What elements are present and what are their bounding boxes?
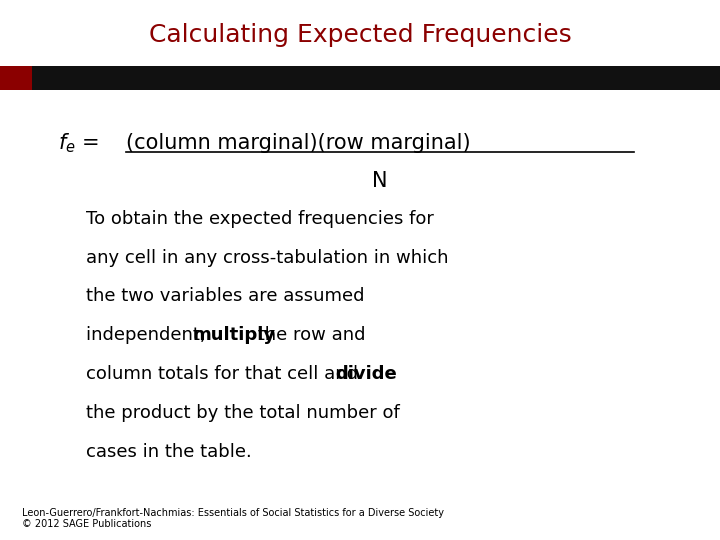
Text: independent,: independent,	[86, 326, 212, 345]
Text: N: N	[372, 171, 387, 191]
Text: divide: divide	[336, 365, 397, 383]
Text: the two variables are assumed: the two variables are assumed	[86, 287, 365, 306]
Text: Calculating Expected Frequencies: Calculating Expected Frequencies	[148, 23, 572, 47]
Bar	[32, 66, 720, 90]
Text: cases in the table.: cases in the table.	[86, 443, 252, 461]
Text: the row and: the row and	[252, 326, 366, 345]
Text: $f_e$ =: $f_e$ =	[58, 131, 101, 155]
Text: multiply: multiply	[193, 326, 276, 345]
Text: To obtain the expected frequencies for: To obtain the expected frequencies for	[86, 210, 434, 228]
Text: the product by the total number of: the product by the total number of	[86, 404, 400, 422]
Text: Leon-Guerrero/Frankfort-Nachmias: Essentials of Social Statistics for a Diverse : Leon-Guerrero/Frankfort-Nachmias: Essent…	[22, 508, 444, 529]
Text: any cell in any cross-tabulation in which: any cell in any cross-tabulation in whic…	[86, 248, 449, 267]
Text: (column marginal)(row marginal): (column marginal)(row marginal)	[126, 133, 471, 153]
Bar	[0, 66, 32, 90]
Text: column totals for that cell and: column totals for that cell and	[86, 365, 364, 383]
